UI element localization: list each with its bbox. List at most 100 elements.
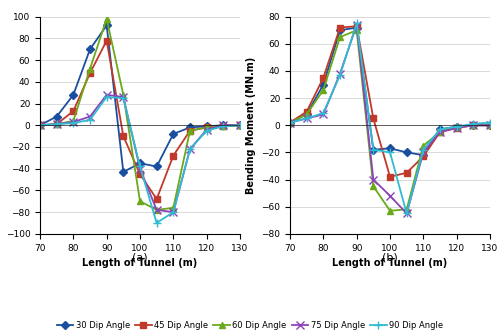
90 Dip Angle — [354, 21, 360, 25]
30 Dip Angle — [320, 82, 326, 87]
60 Dip Angle — [87, 67, 93, 71]
75 Dip Angle — [54, 122, 60, 126]
60 Dip Angle — [154, 208, 160, 212]
Line: 30 Dip Angle: 30 Dip Angle — [287, 25, 493, 158]
75 Dip Angle — [420, 150, 426, 154]
45 Dip Angle — [120, 134, 126, 138]
90 Dip Angle — [387, 150, 393, 154]
30 Dip Angle — [287, 121, 293, 125]
Text: (b): (b) — [382, 253, 398, 263]
Line: 45 Dip Angle: 45 Dip Angle — [37, 38, 243, 202]
75 Dip Angle — [437, 130, 443, 134]
30 Dip Angle — [154, 164, 160, 168]
30 Dip Angle — [54, 115, 60, 119]
75 Dip Angle — [120, 95, 126, 99]
90 Dip Angle — [120, 96, 126, 100]
75 Dip Angle — [404, 211, 409, 215]
Line: 75 Dip Angle: 75 Dip Angle — [286, 21, 494, 218]
60 Dip Angle — [70, 119, 76, 123]
90 Dip Angle — [337, 73, 343, 77]
30 Dip Angle — [220, 123, 226, 127]
Line: 60 Dip Angle: 60 Dip Angle — [287, 27, 493, 213]
90 Dip Angle — [187, 147, 193, 151]
75 Dip Angle — [487, 123, 493, 127]
75 Dip Angle — [454, 126, 460, 130]
60 Dip Angle — [420, 144, 426, 148]
30 Dip Angle — [337, 28, 343, 32]
60 Dip Angle — [404, 207, 409, 211]
30 Dip Angle — [454, 125, 460, 129]
45 Dip Angle — [437, 130, 443, 134]
30 Dip Angle — [37, 123, 43, 127]
30 Dip Angle — [470, 123, 476, 127]
60 Dip Angle — [454, 125, 460, 129]
90 Dip Angle — [37, 123, 43, 127]
45 Dip Angle — [287, 121, 293, 125]
90 Dip Angle — [220, 124, 226, 128]
60 Dip Angle — [220, 124, 226, 128]
75 Dip Angle — [154, 208, 160, 212]
30 Dip Angle — [404, 150, 409, 154]
60 Dip Angle — [120, 93, 126, 97]
75 Dip Angle — [304, 117, 310, 121]
60 Dip Angle — [204, 125, 210, 129]
30 Dip Angle — [354, 25, 360, 29]
60 Dip Angle — [170, 206, 176, 210]
75 Dip Angle — [220, 123, 226, 127]
75 Dip Angle — [337, 72, 343, 76]
30 Dip Angle — [204, 124, 210, 128]
60 Dip Angle — [437, 130, 443, 134]
75 Dip Angle — [137, 167, 143, 171]
60 Dip Angle — [354, 28, 360, 32]
75 Dip Angle — [387, 194, 393, 198]
90 Dip Angle — [420, 148, 426, 152]
Y-axis label: Bending Moment (MN.m): Bending Moment (MN.m) — [246, 57, 256, 194]
60 Dip Angle — [37, 123, 43, 127]
45 Dip Angle — [154, 197, 160, 201]
90 Dip Angle — [170, 210, 176, 214]
90 Dip Angle — [204, 129, 210, 133]
90 Dip Angle — [304, 117, 310, 121]
60 Dip Angle — [287, 121, 293, 125]
90 Dip Angle — [487, 121, 493, 125]
75 Dip Angle — [370, 178, 376, 182]
45 Dip Angle — [337, 25, 343, 29]
30 Dip Angle — [137, 161, 143, 165]
75 Dip Angle — [237, 123, 243, 127]
75 Dip Angle — [70, 120, 76, 124]
90 Dip Angle — [104, 95, 110, 99]
45 Dip Angle — [470, 123, 476, 127]
75 Dip Angle — [320, 112, 326, 117]
45 Dip Angle — [137, 172, 143, 176]
90 Dip Angle — [70, 121, 76, 125]
45 Dip Angle — [70, 109, 76, 113]
45 Dip Angle — [304, 110, 310, 114]
45 Dip Angle — [487, 123, 493, 127]
60 Dip Angle — [337, 35, 343, 39]
30 Dip Angle — [170, 132, 176, 136]
45 Dip Angle — [204, 125, 210, 129]
90 Dip Angle — [287, 121, 293, 125]
30 Dip Angle — [487, 123, 493, 127]
30 Dip Angle — [87, 47, 93, 51]
60 Dip Angle — [487, 123, 493, 127]
60 Dip Angle — [187, 129, 193, 133]
90 Dip Angle — [137, 164, 143, 168]
90 Dip Angle — [54, 122, 60, 126]
X-axis label: Length of Tunnel (m): Length of Tunnel (m) — [332, 258, 448, 268]
30 Dip Angle — [120, 170, 126, 174]
90 Dip Angle — [237, 123, 243, 127]
45 Dip Angle — [370, 117, 376, 121]
75 Dip Angle — [470, 123, 476, 127]
X-axis label: Length of Tunnel (m): Length of Tunnel (m) — [82, 258, 198, 268]
75 Dip Angle — [287, 121, 293, 125]
Line: 90 Dip Angle: 90 Dip Angle — [36, 93, 244, 227]
Text: (a): (a) — [132, 253, 148, 263]
60 Dip Angle — [54, 122, 60, 126]
45 Dip Angle — [387, 175, 393, 179]
75 Dip Angle — [87, 115, 93, 119]
90 Dip Angle — [470, 122, 476, 126]
75 Dip Angle — [187, 147, 193, 151]
45 Dip Angle — [54, 122, 60, 126]
45 Dip Angle — [170, 154, 176, 158]
